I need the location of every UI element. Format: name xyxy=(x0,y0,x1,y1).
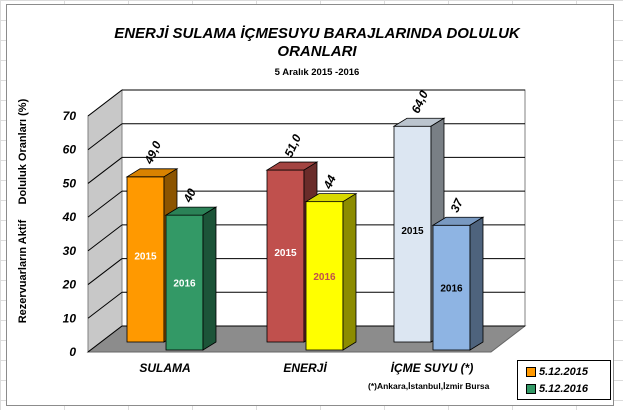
bar-year-label: 2016 xyxy=(313,272,336,283)
gridline-side xyxy=(87,291,123,319)
data-label: 40 xyxy=(180,186,199,205)
bar-side xyxy=(202,206,217,351)
bar-year-label: 2016 xyxy=(173,279,196,290)
gridline-side xyxy=(87,123,123,151)
bar-2015-2 xyxy=(393,125,432,343)
gridline-side xyxy=(87,89,123,117)
bar-side xyxy=(342,192,357,351)
bar-year-label: 2015 xyxy=(401,226,424,237)
y-tick-label: 0 xyxy=(69,345,76,359)
legend-item-2016: 5.12.2016 xyxy=(526,383,588,395)
legend: 5.12.2015 5.12.2016 xyxy=(517,360,611,400)
y-tick-label: 30 xyxy=(63,244,77,258)
gridline-side xyxy=(87,224,123,252)
bar-year-label: 2015 xyxy=(134,251,157,262)
bar-2016-2 xyxy=(432,224,471,351)
bar-year-label: 2016 xyxy=(440,284,463,295)
gridline-side xyxy=(87,258,123,285)
chart-title-line2: ORANLARI xyxy=(277,43,357,60)
footnote: (*)Ankara,İstanbul,İzmir Bursa xyxy=(368,381,490,391)
legend-label-2015: 5.12.2015 xyxy=(539,366,588,378)
y-tick-label: 10 xyxy=(63,311,77,325)
y-tick-label: 50 xyxy=(63,176,77,190)
x-tick-label: İÇME SUYU (*) xyxy=(391,360,474,375)
data-label: 44 xyxy=(320,173,339,192)
x-tick-label: SULAMA xyxy=(139,361,190,375)
legend-item-2015: 5.12.2015 xyxy=(526,366,588,378)
bar-side xyxy=(469,216,484,351)
bar-2016-1 xyxy=(305,201,344,351)
legend-swatch-2016 xyxy=(526,384,536,395)
gridline-side xyxy=(87,325,123,353)
side-wall xyxy=(87,88,123,354)
y-tick-label: 40 xyxy=(62,210,77,224)
chart-subtitle: 5 Aralık 2015 -2016 xyxy=(274,67,360,78)
legend-label-2016: 5.12.2016 xyxy=(539,383,588,395)
bar-2015-1 xyxy=(266,169,305,343)
gridline-side xyxy=(87,157,123,184)
y-tick-label: 70 xyxy=(63,109,77,123)
legend-swatch-2015 xyxy=(526,367,536,378)
chart-title-line1: ENERJİ SULAMA İÇMESUYU BARAJLARINDA DOLU… xyxy=(114,25,520,42)
gridline-side xyxy=(87,190,123,218)
y-tick-label: 20 xyxy=(62,278,77,292)
x-tick-label: ENERJİ xyxy=(283,360,327,375)
y-tick-label: 60 xyxy=(63,143,77,157)
bar-2016-0 xyxy=(165,214,204,351)
bar-year-label: 2015 xyxy=(274,248,297,259)
